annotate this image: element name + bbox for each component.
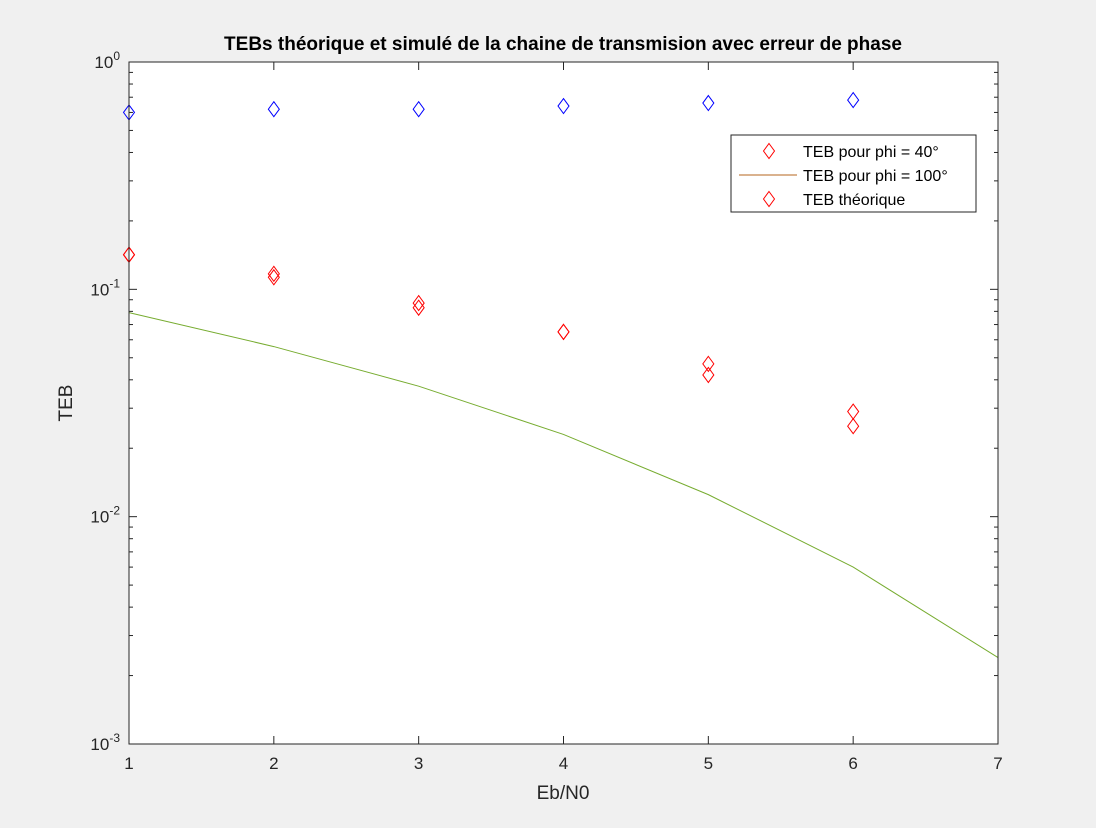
x-tick-label: 3 [414,754,423,773]
series-1-point [702,366,715,384]
x-tick-label: 7 [993,754,1002,773]
legend-label: TEB théorique [803,192,905,209]
series-3-point [412,294,425,312]
x-tick-label: 6 [848,754,857,773]
series-2-point [557,97,570,115]
y-axis-label: TEB [56,385,77,422]
axis-ticks: 1 2 3 4 5 6 7 10-3 10-2 10-1 100 [90,49,1002,773]
legend-diamond-symbol [762,142,776,160]
legend: TEB pour phi = 40° TEB pour phi = 100° TEB… [730,134,977,213]
y-tick-label: 10-2 [90,504,120,527]
series-3-point [702,355,715,373]
x-tick-label: 1 [124,754,133,773]
x-tick-label: 5 [704,754,713,773]
series-1-point [267,268,280,286]
y-tick-label: 10-3 [90,731,120,754]
series-2-point [412,100,425,118]
series-4-line [128,312,999,658]
series-3-point [267,265,280,283]
x-tick-label: 2 [269,754,278,773]
y-tick-label: 100 [94,49,120,72]
series-2-point [702,94,715,112]
y-tick-label: 10-1 [90,276,120,299]
legend-label: TEB pour phi = 100° [803,168,948,185]
x-tick-label: 4 [559,754,568,773]
legend-label: TEB pour phi = 40° [803,144,939,161]
x-axis-label: Eb/N0 [537,783,590,804]
series-2-point [847,91,860,109]
series-1-point [847,417,860,435]
chart-title: TEBs théorique et simulé de la chaine de… [224,34,902,55]
series-2-point [267,100,280,118]
legend-diamond-symbol [762,190,776,208]
series-3-point [557,323,570,341]
series-3-point [847,403,860,420]
